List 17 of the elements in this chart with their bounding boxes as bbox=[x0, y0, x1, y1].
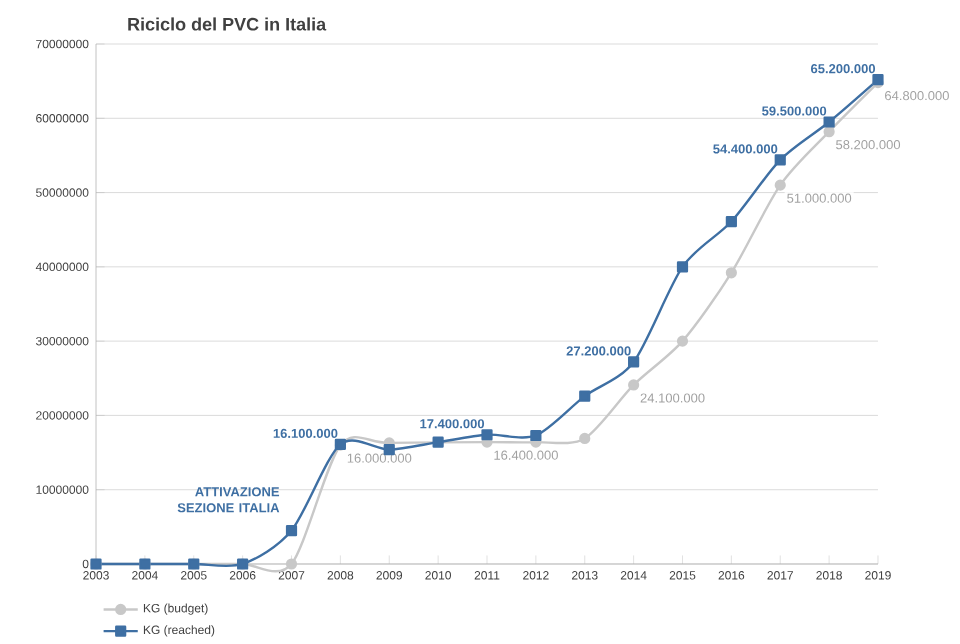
point bbox=[774, 153, 786, 166]
point bbox=[823, 115, 835, 128]
point bbox=[432, 436, 444, 448]
point bbox=[628, 355, 640, 368]
point bbox=[285, 524, 298, 536]
chart-title: Riciclo del PVC in Italia bbox=[128, 16, 327, 31]
point bbox=[579, 432, 591, 444]
point bbox=[725, 266, 737, 278]
point bbox=[579, 390, 591, 402]
point bbox=[774, 179, 786, 191]
point bbox=[481, 428, 493, 440]
point bbox=[530, 429, 542, 441]
point bbox=[628, 378, 640, 391]
point bbox=[285, 557, 298, 570]
point bbox=[676, 335, 689, 347]
point bbox=[676, 260, 689, 272]
point bbox=[725, 215, 737, 227]
